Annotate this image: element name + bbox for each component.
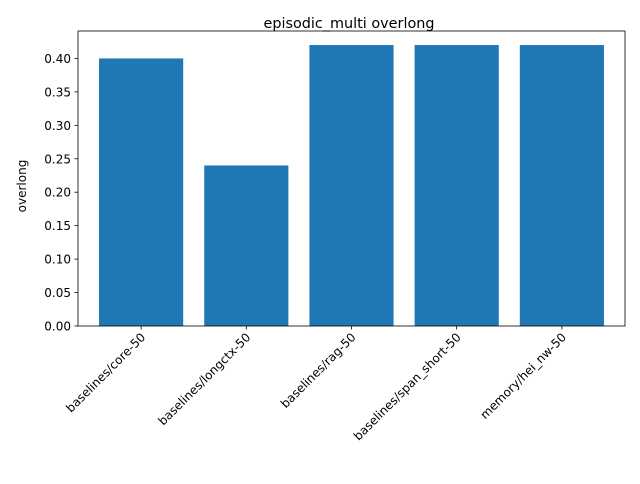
y-axis-label: overlong xyxy=(15,160,29,213)
y-tick-label: 0.15 xyxy=(44,219,71,233)
y-tick-label: 0.25 xyxy=(44,152,71,166)
y-tick-label: 0.05 xyxy=(44,286,71,300)
y-tick-label: 0.30 xyxy=(44,119,71,133)
bar xyxy=(309,45,394,327)
bars-group xyxy=(99,45,604,327)
bar xyxy=(519,45,604,327)
chart-title: episodic_multi overlong xyxy=(263,16,434,32)
y-tick-label: 0.35 xyxy=(44,85,71,99)
y-tick-label: 0.00 xyxy=(44,320,71,334)
y-axis-ticks: 0.00 0.05 0.10 0.15 0.20 0.25 0.30 0.35 0.40 xyxy=(44,52,78,334)
bar xyxy=(99,58,184,327)
bar xyxy=(204,165,289,326)
bar xyxy=(414,45,499,327)
plot-frame xyxy=(77,30,626,327)
y-tick-label: 0.40 xyxy=(44,52,71,66)
y-tick-label: 0.10 xyxy=(44,253,71,267)
y-tick-label: 0.20 xyxy=(44,186,71,200)
